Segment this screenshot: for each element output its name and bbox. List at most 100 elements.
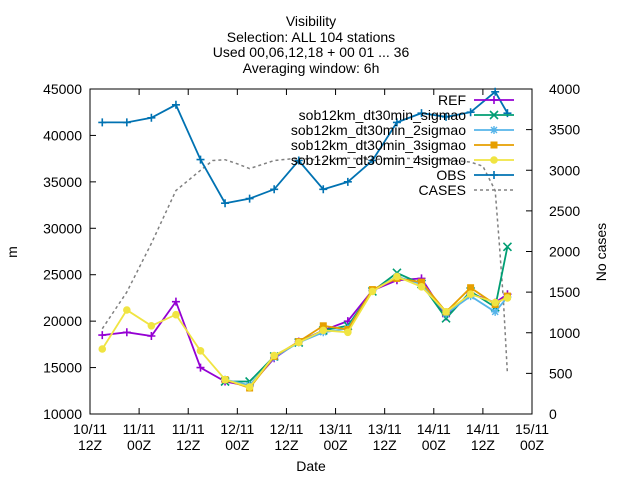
series-5-line-0 xyxy=(102,90,509,205)
y-tick-label-5: 35000 xyxy=(43,174,82,190)
series-4-point-15 xyxy=(466,290,475,299)
series-4-point-3 xyxy=(172,310,180,319)
series-4-point-13 xyxy=(417,282,426,291)
chart-title-line-1: Visibility xyxy=(286,13,336,29)
x-tick-label-6: 13/11 xyxy=(368,421,402,437)
series-5-point-8 xyxy=(294,156,303,165)
x-tick-label-0: 10/11 xyxy=(73,421,107,437)
series-4-point-8 xyxy=(294,338,303,347)
y-tick-label-0: 10000 xyxy=(43,406,82,422)
series-5-point-3 xyxy=(171,100,180,109)
x-tick-label-time-1: 00Z xyxy=(127,437,152,453)
series-5 xyxy=(98,87,512,208)
series-3-line-0 xyxy=(224,277,508,390)
series-5-point-5 xyxy=(221,199,230,208)
series-4-point-7 xyxy=(270,351,278,360)
series-4-point-12 xyxy=(393,272,401,281)
series-5-point-1 xyxy=(122,118,131,127)
series-5-point-10 xyxy=(343,177,352,186)
series-0-point-0 xyxy=(98,331,107,340)
series-4-point-4 xyxy=(196,347,205,355)
legend-label-0: REF xyxy=(438,92,466,108)
chart-title: Visibility Selection: ALL 104 stations U… xyxy=(213,13,410,76)
x-tick-label-5: 13/11 xyxy=(319,421,353,437)
series-2-point-16 xyxy=(491,307,500,316)
legend-marker-1 xyxy=(489,110,499,120)
y2-axis-label: No cases xyxy=(593,223,609,281)
series-5-point-0 xyxy=(98,118,107,127)
y2-tick-label-8: 4000 xyxy=(549,81,580,97)
legend-label-2: sob12km_dt30min_2sigmao xyxy=(291,122,466,138)
x-tick-label-time-7: 00Z xyxy=(422,437,447,453)
x-tick-label-4: 12/11 xyxy=(269,421,303,437)
x-tick-label-time-8: 12Z xyxy=(471,437,496,453)
y2-tick-label-5: 2500 xyxy=(549,203,580,219)
series-1-line-0 xyxy=(225,246,509,383)
x-axis-label: Date xyxy=(296,458,326,474)
series-3-point-9 xyxy=(319,322,327,330)
series-4-point-6 xyxy=(245,383,254,391)
series-4-point-9 xyxy=(319,326,328,335)
series-5-point-2 xyxy=(147,113,156,122)
legend: REFsob12km_dt30min_sigmaosob12km_dt30min… xyxy=(291,92,514,198)
series-3-point-13 xyxy=(418,278,425,286)
series-4-point-17 xyxy=(503,294,512,302)
y2-tick-label-6: 3000 xyxy=(549,162,580,178)
x-tick-label-7: 14/11 xyxy=(417,421,451,437)
series-5-point-4 xyxy=(196,155,205,164)
x-tick-label-9: 15/11 xyxy=(515,421,549,437)
x-tick-label-1: 11/11 xyxy=(123,421,156,437)
series-4-point-14 xyxy=(442,308,450,316)
legend-marker-3 xyxy=(490,141,498,149)
series-0-point-4 xyxy=(196,363,205,372)
x-tick-label-time-9: 00Z xyxy=(520,437,545,453)
legend-marker-0 xyxy=(490,96,498,104)
series-4-point-2 xyxy=(147,321,156,330)
y-tick-label-3: 25000 xyxy=(43,267,82,283)
y-tick-label-1: 15000 xyxy=(43,360,82,376)
y2-tick-label-0: 0 xyxy=(549,406,557,422)
series-5-point-15 xyxy=(466,108,475,117)
x-tick-label-time-0: 12Z xyxy=(78,437,103,453)
x-tick-label-time-2: 12Z xyxy=(176,437,201,453)
series-0 xyxy=(98,274,512,391)
series-5-point-12 xyxy=(392,118,401,127)
legend-label-6: CASES xyxy=(419,182,466,198)
series-5-point-16 xyxy=(491,87,500,96)
x-tick-label-time-6: 12Z xyxy=(373,437,398,453)
legend-label-5: OBS xyxy=(436,167,466,183)
y2-tick-label-3: 1500 xyxy=(549,284,580,300)
series-0-point-2 xyxy=(147,332,156,340)
legend-label-4: sob12km_dt30min_4sigmao xyxy=(291,152,466,168)
series-4 xyxy=(98,272,512,391)
y-tick-label-7: 45000 xyxy=(43,81,82,97)
series-0-line-0 xyxy=(102,277,508,388)
series-4-point-10 xyxy=(344,328,352,337)
series-5-point-9 xyxy=(319,185,328,194)
series-5-point-17 xyxy=(503,109,512,118)
axes: 1000015000200002500030000350004000045000… xyxy=(43,81,580,453)
series-0-point-1 xyxy=(122,328,131,337)
series-1 xyxy=(220,242,513,387)
x-tick-label-time-4: 12Z xyxy=(274,437,299,453)
chart-title-line-2: Selection: ALL 104 stations xyxy=(227,29,395,45)
y-tick-label-2: 20000 xyxy=(43,313,82,329)
x-tick-label-2: 11/11 xyxy=(172,421,205,437)
series-5-point-7 xyxy=(270,185,279,194)
x-tick-label-3: 12/11 xyxy=(220,421,254,437)
y2-tick-label-1: 500 xyxy=(549,365,573,381)
chart-title-line-4: Averaging window: 6h xyxy=(243,60,380,76)
y2-tick-label-2: 1000 xyxy=(549,325,580,341)
series-4-point-1 xyxy=(123,306,131,314)
series-4-point-0 xyxy=(98,345,107,353)
series-4-point-11 xyxy=(368,287,377,296)
legend-label-3: sob12km_dt30min_3sigmao xyxy=(291,137,466,153)
y2-tick-label-4: 2000 xyxy=(549,244,580,260)
x-tick-label-time-3: 00Z xyxy=(225,437,250,453)
series-0-point-3 xyxy=(171,297,180,306)
x-tick-label-time-5: 00Z xyxy=(323,437,348,453)
legend-label-1: sob12km_dt30min_sigmao xyxy=(299,107,467,123)
series-5-point-6 xyxy=(245,194,254,203)
series-4-point-5 xyxy=(221,375,229,384)
